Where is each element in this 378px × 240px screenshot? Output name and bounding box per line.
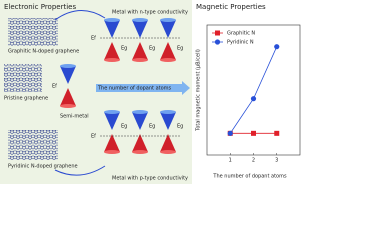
- label: Metal with n-type conductivity: [112, 10, 188, 16]
- legend-label: Pyridinic N: [227, 40, 254, 46]
- label: Ef: [52, 84, 57, 90]
- legend-label: Graphitic N: [227, 31, 255, 37]
- point: [251, 130, 256, 136]
- label: Eg: [149, 124, 155, 130]
- point: [250, 96, 257, 102]
- graphene: [4, 64, 42, 92]
- label: Eg: [177, 124, 183, 130]
- arrow-band: [96, 81, 190, 95]
- arrow: [54, 165, 106, 176]
- series-line: [229, 46, 278, 134]
- x-tick-label: 1: [229, 158, 232, 164]
- label: Ef: [91, 134, 96, 140]
- page: Electronic Properties Graphitic N-doped …: [0, 0, 301, 184]
- label: Eg: [121, 46, 127, 52]
- panel-title: Electronic Properties: [4, 3, 76, 11]
- figure: Electronic Properties Graphitic N-doped …: [0, 0, 301, 184]
- label: Semi-metal: [60, 114, 89, 120]
- label: Eg: [177, 46, 183, 52]
- x-tick-label: 3: [275, 158, 278, 164]
- label: Metal with p-type conductivity: [112, 176, 188, 182]
- label: Pyridinic N-doped graphene: [8, 164, 78, 170]
- point: [274, 44, 280, 50]
- label: Eg: [121, 124, 127, 130]
- graphene: [8, 130, 58, 160]
- arrow: [54, 10, 106, 21]
- y-axis-label: Total magnetic moment (μB/cell): [196, 49, 202, 132]
- point: [227, 130, 233, 136]
- label: Ef: [91, 36, 96, 42]
- label: The number of dopant atoms: [97, 86, 172, 92]
- graphene: [8, 18, 58, 46]
- x-axis-label: The number of dopant atoms: [212, 174, 287, 180]
- label: Graphitic N-doped graphene: [8, 49, 79, 55]
- label: Eg: [149, 46, 155, 52]
- x-tick-label: 2: [252, 158, 255, 164]
- label: Pristine graphene: [4, 96, 48, 102]
- point: [274, 130, 280, 136]
- chart-title: Magnetic Properties: [196, 3, 266, 11]
